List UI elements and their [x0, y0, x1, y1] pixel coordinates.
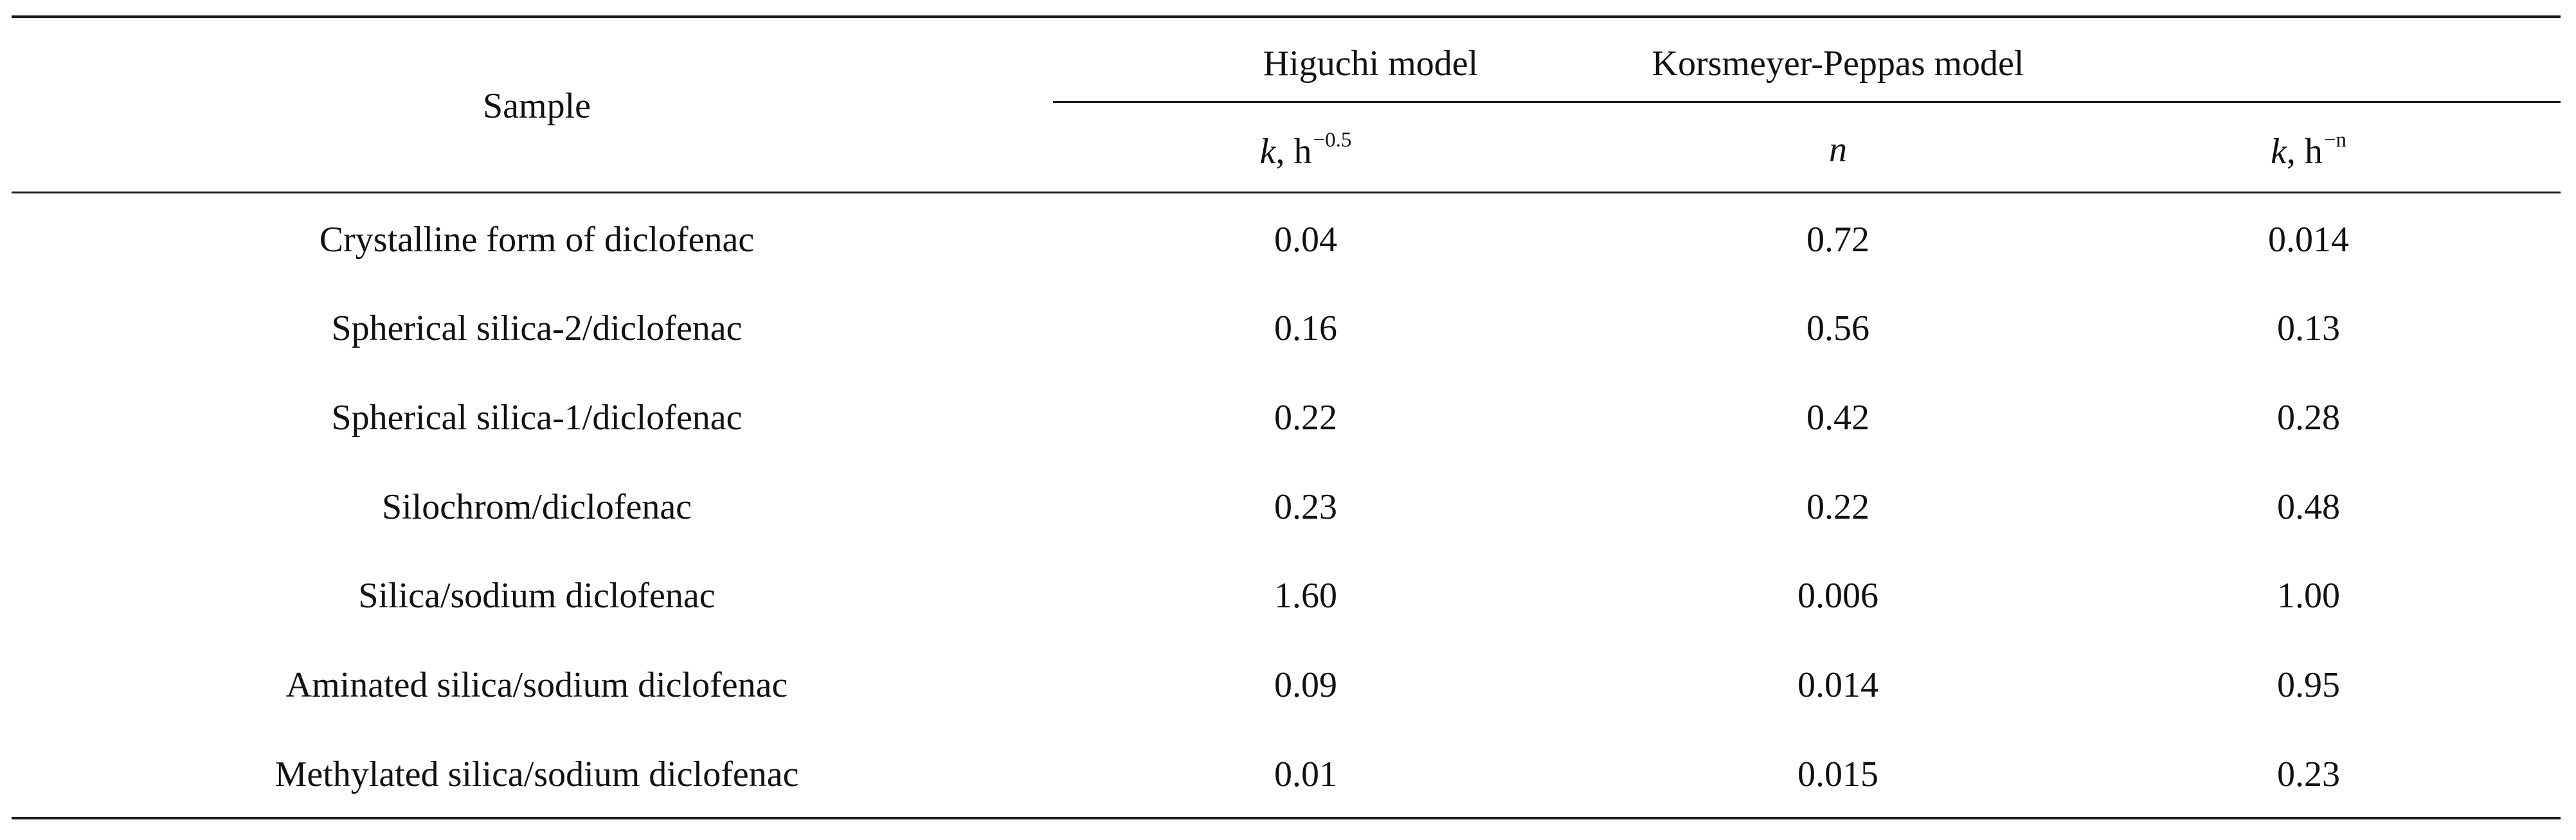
sample-cell: Aminated silica/sodium diclofenac [285, 665, 788, 705]
kp-n-cell: 0.006 [1797, 576, 1878, 616]
higuchi-k-cell: 0.01 [1274, 755, 1337, 794]
header-higuchi-k-sep: , [1275, 132, 1294, 172]
sample-cell: Methylated silica/sodium diclofenac [275, 755, 799, 794]
higuchi-k-cell: 0.09 [1274, 665, 1337, 705]
higuchi-k-cell: 0.22 [1274, 398, 1337, 438]
header-higuchi-k: k, h−0.5 [1260, 130, 1352, 170]
kp-n-cell: 0.72 [1806, 220, 1869, 260]
higuchi-k-cell: 1.60 [1274, 576, 1337, 616]
kp-k-cell: 0.28 [2277, 398, 2340, 438]
header-kp-k: k, h−n [2271, 130, 2346, 170]
kp-k-cell: 0.13 [2277, 308, 2340, 348]
group-rule [1053, 101, 2561, 103]
header-higuchi-k-var: k [1259, 132, 1276, 172]
higuchi-k-cell: 0.04 [1274, 220, 1337, 260]
header-kp-k-unit: h [2304, 132, 2323, 172]
kp-n-cell: 0.22 [1806, 487, 1869, 527]
kp-n-cell: 0.42 [1806, 398, 1869, 438]
header-sample: Sample [483, 86, 591, 126]
higuchi-k-cell: 0.16 [1274, 308, 1337, 348]
header-korsmeyer-peppas-group: Korsmeyer-Peppas model [1652, 44, 2024, 84]
sample-cell: Silica/sodium diclofenac [358, 576, 716, 616]
kp-n-cell: 0.014 [1797, 665, 1878, 705]
header-bottom-rule [12, 192, 2561, 193]
kp-n-cell: 0.015 [1797, 755, 1878, 794]
kp-k-cell: 0.23 [2277, 755, 2340, 794]
kp-n-cell: 0.56 [1806, 308, 1869, 348]
header-kp-n-var: n [1829, 130, 1847, 170]
header-higuchi-k-unit: h [1293, 132, 1312, 172]
header-kp-k-exponent: −n [2323, 129, 2346, 152]
kp-k-cell: 0.95 [2277, 665, 2340, 705]
sample-cell: Spherical silica-2/diclofenac [331, 308, 743, 348]
header-higuchi-group: Higuchi model [1263, 44, 1479, 84]
sample-cell: Spherical silica-1/diclofenac [331, 398, 743, 438]
higuchi-k-cell: 0.23 [1274, 487, 1337, 527]
header-higuchi-k-exponent: −0.5 [1313, 129, 1352, 152]
header-kp-k-sep: , [2286, 132, 2305, 172]
kp-k-cell: 0.014 [2268, 220, 2349, 260]
sample-cell: Silochrom/diclofenac [381, 487, 692, 527]
bottom-rule [12, 817, 2561, 819]
header-kp-n: n [1829, 132, 1847, 168]
kp-k-cell: 0.48 [2277, 487, 2340, 527]
top-rule [12, 15, 2561, 18]
kp-k-cell: 1.00 [2277, 576, 2340, 616]
sample-cell: Crystalline form of diclofenac [319, 220, 755, 260]
header-kp-k-var: k [2271, 132, 2287, 172]
